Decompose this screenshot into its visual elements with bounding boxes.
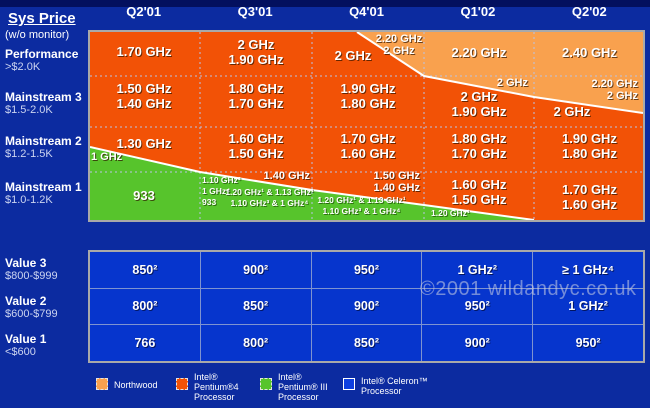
value-cell: 800² <box>90 288 200 325</box>
value-cell: 950² <box>422 288 533 325</box>
column-header-q102: Q1'02 <box>460 4 496 19</box>
cell-label: 1.10 GHz³ 1 GHz⁴ 933 <box>202 175 241 207</box>
value-cell: 950² <box>311 252 422 288</box>
segment-range-value2: $600-$799 <box>5 308 58 320</box>
legend-label-celeron: Intel® Celeron™ Processor <box>361 376 428 396</box>
pentium3-divider-line <box>90 146 535 220</box>
legend-label-pentium3: Intel® Pentium® III Processor <box>278 372 328 402</box>
segment-range-mainstream2: $1.2-1.5K <box>5 148 53 160</box>
cell-label: 2 GHz <box>553 104 591 119</box>
segment-label-value1: Value 1 <box>5 332 47 346</box>
cell-label: 1 GHz <box>91 151 123 163</box>
cell-label: 1.70 GHz 1.60 GHz <box>562 182 617 212</box>
cell-label: 2.20 GHz 2 GHz <box>375 33 423 57</box>
cell-label: 1.70 GHz 1.60 GHz <box>340 131 396 161</box>
value-cell: 850² <box>200 288 311 325</box>
value-cell: 800² <box>200 325 311 361</box>
legend-label-pentium4: Intel® Pentium®4 Processor <box>194 372 239 402</box>
roadmap-table <box>88 30 645 222</box>
segment-label-performance: Performance <box>5 47 79 61</box>
cell-label: 1.60 GHz 1.50 GHz <box>228 131 284 161</box>
cell-label: 1.50 GHz 1.40 GHz <box>373 170 420 194</box>
legend-swatch-northwood <box>96 378 108 390</box>
cell-label: 1.70 GHz <box>116 44 172 59</box>
legend-swatch-pentium3 <box>260 378 272 390</box>
column-header-q202: Q2'02 <box>571 4 607 19</box>
cell-label: 2 GHz 1.90 GHz <box>228 37 284 67</box>
column-header-q401: Q4'01 <box>349 4 384 19</box>
cell-label: 2 GHz <box>496 77 528 89</box>
column-headers: Q2'01 Q3'01 Q4'01 Q1'02 Q2'02 <box>88 4 645 19</box>
segment-label-mainstream1: Mainstream 1 <box>5 180 82 194</box>
value-cell: ≥ 1 GHz⁴ <box>533 252 643 288</box>
northwood-region <box>357 32 643 113</box>
cell-label: 1.50 GHz 1.40 GHz <box>116 81 172 111</box>
cell-label: 2.40 GHz <box>562 45 617 60</box>
celeron-value-table: 850² 900² 950² 1 GHz² ≥ 1 GHz⁴ 800² 850²… <box>88 250 645 363</box>
cell-label: 1.90 GHz 1.80 GHz <box>340 81 396 111</box>
segment-label-value2: Value 2 <box>5 294 47 308</box>
cell-label: 2.20 GHz <box>451 45 507 60</box>
cell-label: 1.80 GHz 1.70 GHz <box>451 131 507 161</box>
cell-label: 1.80 GHz 1.70 GHz <box>228 81 284 111</box>
column-header-q201: Q2'01 <box>126 4 162 19</box>
cell-label: 2 GHz 1.90 GHz <box>451 89 507 119</box>
value-cell: 950² <box>533 325 643 361</box>
legend-label-northwood: Northwood <box>114 380 158 390</box>
value-cell: 1 GHz² <box>422 252 533 288</box>
sys-price-title: Sys Price <box>8 10 76 27</box>
watermark: ©2001 wildandyc.co.uk <box>420 278 637 300</box>
segment-range-value3: $800-$999 <box>5 270 58 282</box>
cell-label: 1.20 GHz¹ & 1.13 GHz¹ 1.10 GHz³ & 1 GHz⁴ <box>317 195 406 216</box>
segment-range-mainstream1: $1.0-1.2K <box>5 194 53 206</box>
cell-label: 1.20 GHz¹ & 1.13 GHz¹ 1.10 GHz³ & 1 GHz⁴ <box>225 187 314 208</box>
segment-range-value1: <$600 <box>5 346 36 358</box>
legend-swatch-celeron <box>343 378 355 390</box>
cell-label: 933 <box>133 188 155 203</box>
cell-label: 1.30 GHz <box>116 136 172 151</box>
segment-range-performance: >$2.0K <box>5 61 41 73</box>
value-cell: 850² <box>90 252 200 288</box>
roadmap-regions <box>90 32 643 220</box>
segment-label-mainstream2: Mainstream 2 <box>5 134 82 148</box>
cell-label: 1.40 GHz <box>263 170 310 182</box>
value-cell: 1 GHz² <box>533 288 643 325</box>
cell-label: 2 GHz <box>334 48 372 63</box>
value-cell: 900² <box>422 325 533 361</box>
cell-label: 1.20 GHz¹ <box>431 208 470 218</box>
segment-label-value3: Value 3 <box>5 256 47 270</box>
value-cell: 850² <box>311 325 422 361</box>
value-cell: 766 <box>90 325 200 361</box>
segment-range-mainstream3: $1.5-2.0K <box>5 104 53 116</box>
segment-label-mainstream3: Mainstream 3 <box>5 90 82 104</box>
pentium3-region <box>90 147 534 220</box>
legend-swatch-pentium4 <box>176 378 188 390</box>
cell-label: 1.90 GHz 1.80 GHz <box>562 131 617 161</box>
northwood-divider-line <box>356 32 643 114</box>
cell-label: 2.20 GHz 2 GHz <box>591 78 638 102</box>
sys-price-subtitle: (w/o monitor) <box>5 29 70 41</box>
top-strip <box>0 0 650 7</box>
grid-lines <box>90 32 643 220</box>
cell-label: 1.60 GHz 1.50 GHz <box>451 177 507 207</box>
value-cell: 900² <box>311 288 422 325</box>
value-cell: 900² <box>200 252 311 288</box>
column-header-q301: Q3'01 <box>237 4 273 19</box>
